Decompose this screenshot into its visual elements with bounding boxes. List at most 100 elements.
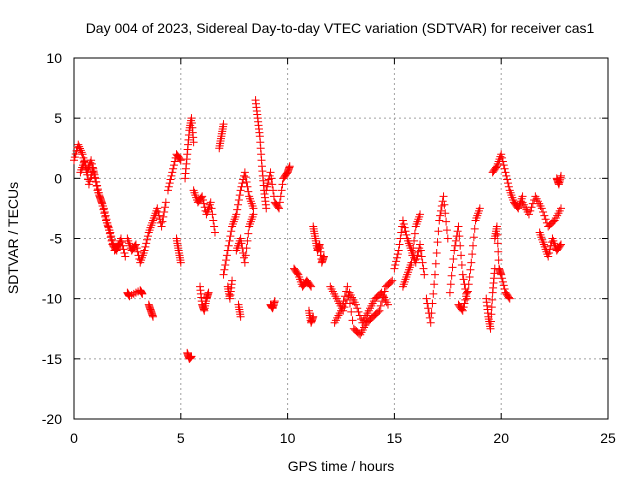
data-point [204, 288, 213, 297]
data-point [268, 180, 277, 189]
data-point [392, 253, 401, 262]
x-tick-label: 25 [600, 430, 616, 446]
data-point [269, 192, 278, 201]
data-point [428, 299, 437, 308]
data-point [445, 288, 454, 297]
data-point [274, 203, 283, 212]
data-point [416, 246, 425, 255]
data-point [416, 210, 425, 219]
data-point [351, 300, 360, 309]
data-point [237, 239, 246, 248]
data-point [430, 280, 439, 289]
data-point [133, 247, 142, 256]
data-point [82, 165, 91, 174]
data-point [442, 217, 451, 226]
data-point [465, 273, 474, 282]
data-point [501, 168, 510, 177]
data-point [460, 299, 469, 308]
data-point [441, 209, 450, 218]
data-point [241, 251, 250, 260]
data-point [462, 292, 471, 301]
data-point [424, 304, 433, 313]
data-point [107, 232, 116, 241]
data-point [470, 224, 479, 233]
data-point [527, 203, 536, 212]
data-point [176, 258, 185, 267]
data-point [168, 168, 177, 177]
axis-ticks: 0 5 10 15 20 25 -20 -15 -10 -5 0 5 10 [42, 50, 616, 446]
data-point [108, 235, 117, 244]
data-point [492, 222, 501, 231]
data-point [434, 227, 443, 236]
data-point [121, 252, 130, 261]
data-point [463, 288, 472, 297]
data-point [393, 250, 402, 259]
data-point [374, 307, 383, 316]
data-point [228, 276, 237, 285]
data-point [243, 182, 252, 191]
data-point [450, 246, 459, 255]
data-point [540, 211, 549, 220]
data-point [557, 204, 566, 213]
data-point [430, 270, 439, 279]
data-point [492, 163, 501, 172]
data-point [505, 294, 514, 303]
data-point [409, 244, 418, 253]
data-point [267, 174, 276, 183]
data-point [402, 230, 411, 239]
data-point [455, 232, 464, 241]
data-point [345, 299, 354, 308]
data-point [81, 161, 90, 170]
data-point [466, 265, 475, 274]
data-point [176, 156, 185, 165]
data-point [114, 240, 123, 249]
data-point [275, 204, 284, 213]
data-point [263, 179, 272, 188]
data-point [219, 120, 228, 129]
data-point [120, 248, 129, 257]
data-point [80, 156, 89, 165]
data-point [426, 318, 435, 327]
data-point [459, 303, 468, 312]
data-point [262, 186, 271, 195]
data-point [225, 236, 234, 245]
data-point [340, 292, 349, 301]
data-point [376, 301, 385, 310]
data-point [475, 204, 484, 213]
data-point [469, 233, 478, 242]
data-point [160, 208, 169, 217]
data-point [545, 245, 554, 254]
data-point [410, 229, 419, 238]
data-point [208, 210, 217, 219]
data-point [504, 182, 513, 191]
data-point [468, 250, 477, 259]
data-point [504, 179, 513, 188]
data-point [278, 180, 287, 189]
data-point [221, 260, 230, 269]
data-point [234, 195, 243, 204]
data-point [537, 204, 546, 213]
data-point [232, 210, 241, 219]
data-point [101, 212, 110, 221]
data-point [78, 150, 87, 159]
data-point [539, 208, 548, 217]
data-point [240, 258, 249, 267]
data-point [236, 186, 245, 195]
data-point [143, 232, 152, 241]
data-point [238, 179, 247, 188]
data-point [449, 254, 458, 263]
data-point [142, 239, 151, 248]
data-point [234, 200, 243, 209]
y-tick-label: -5 [50, 231, 63, 247]
data-point [557, 240, 566, 249]
data-point [397, 228, 406, 237]
data-point [436, 206, 445, 215]
data-point [398, 216, 407, 225]
data-point [223, 246, 232, 255]
data-point [240, 171, 249, 180]
data-point [443, 234, 452, 243]
plot-frame [73, 57, 609, 420]
data-point [524, 210, 533, 219]
data-point [220, 265, 229, 274]
data-point [224, 241, 233, 250]
